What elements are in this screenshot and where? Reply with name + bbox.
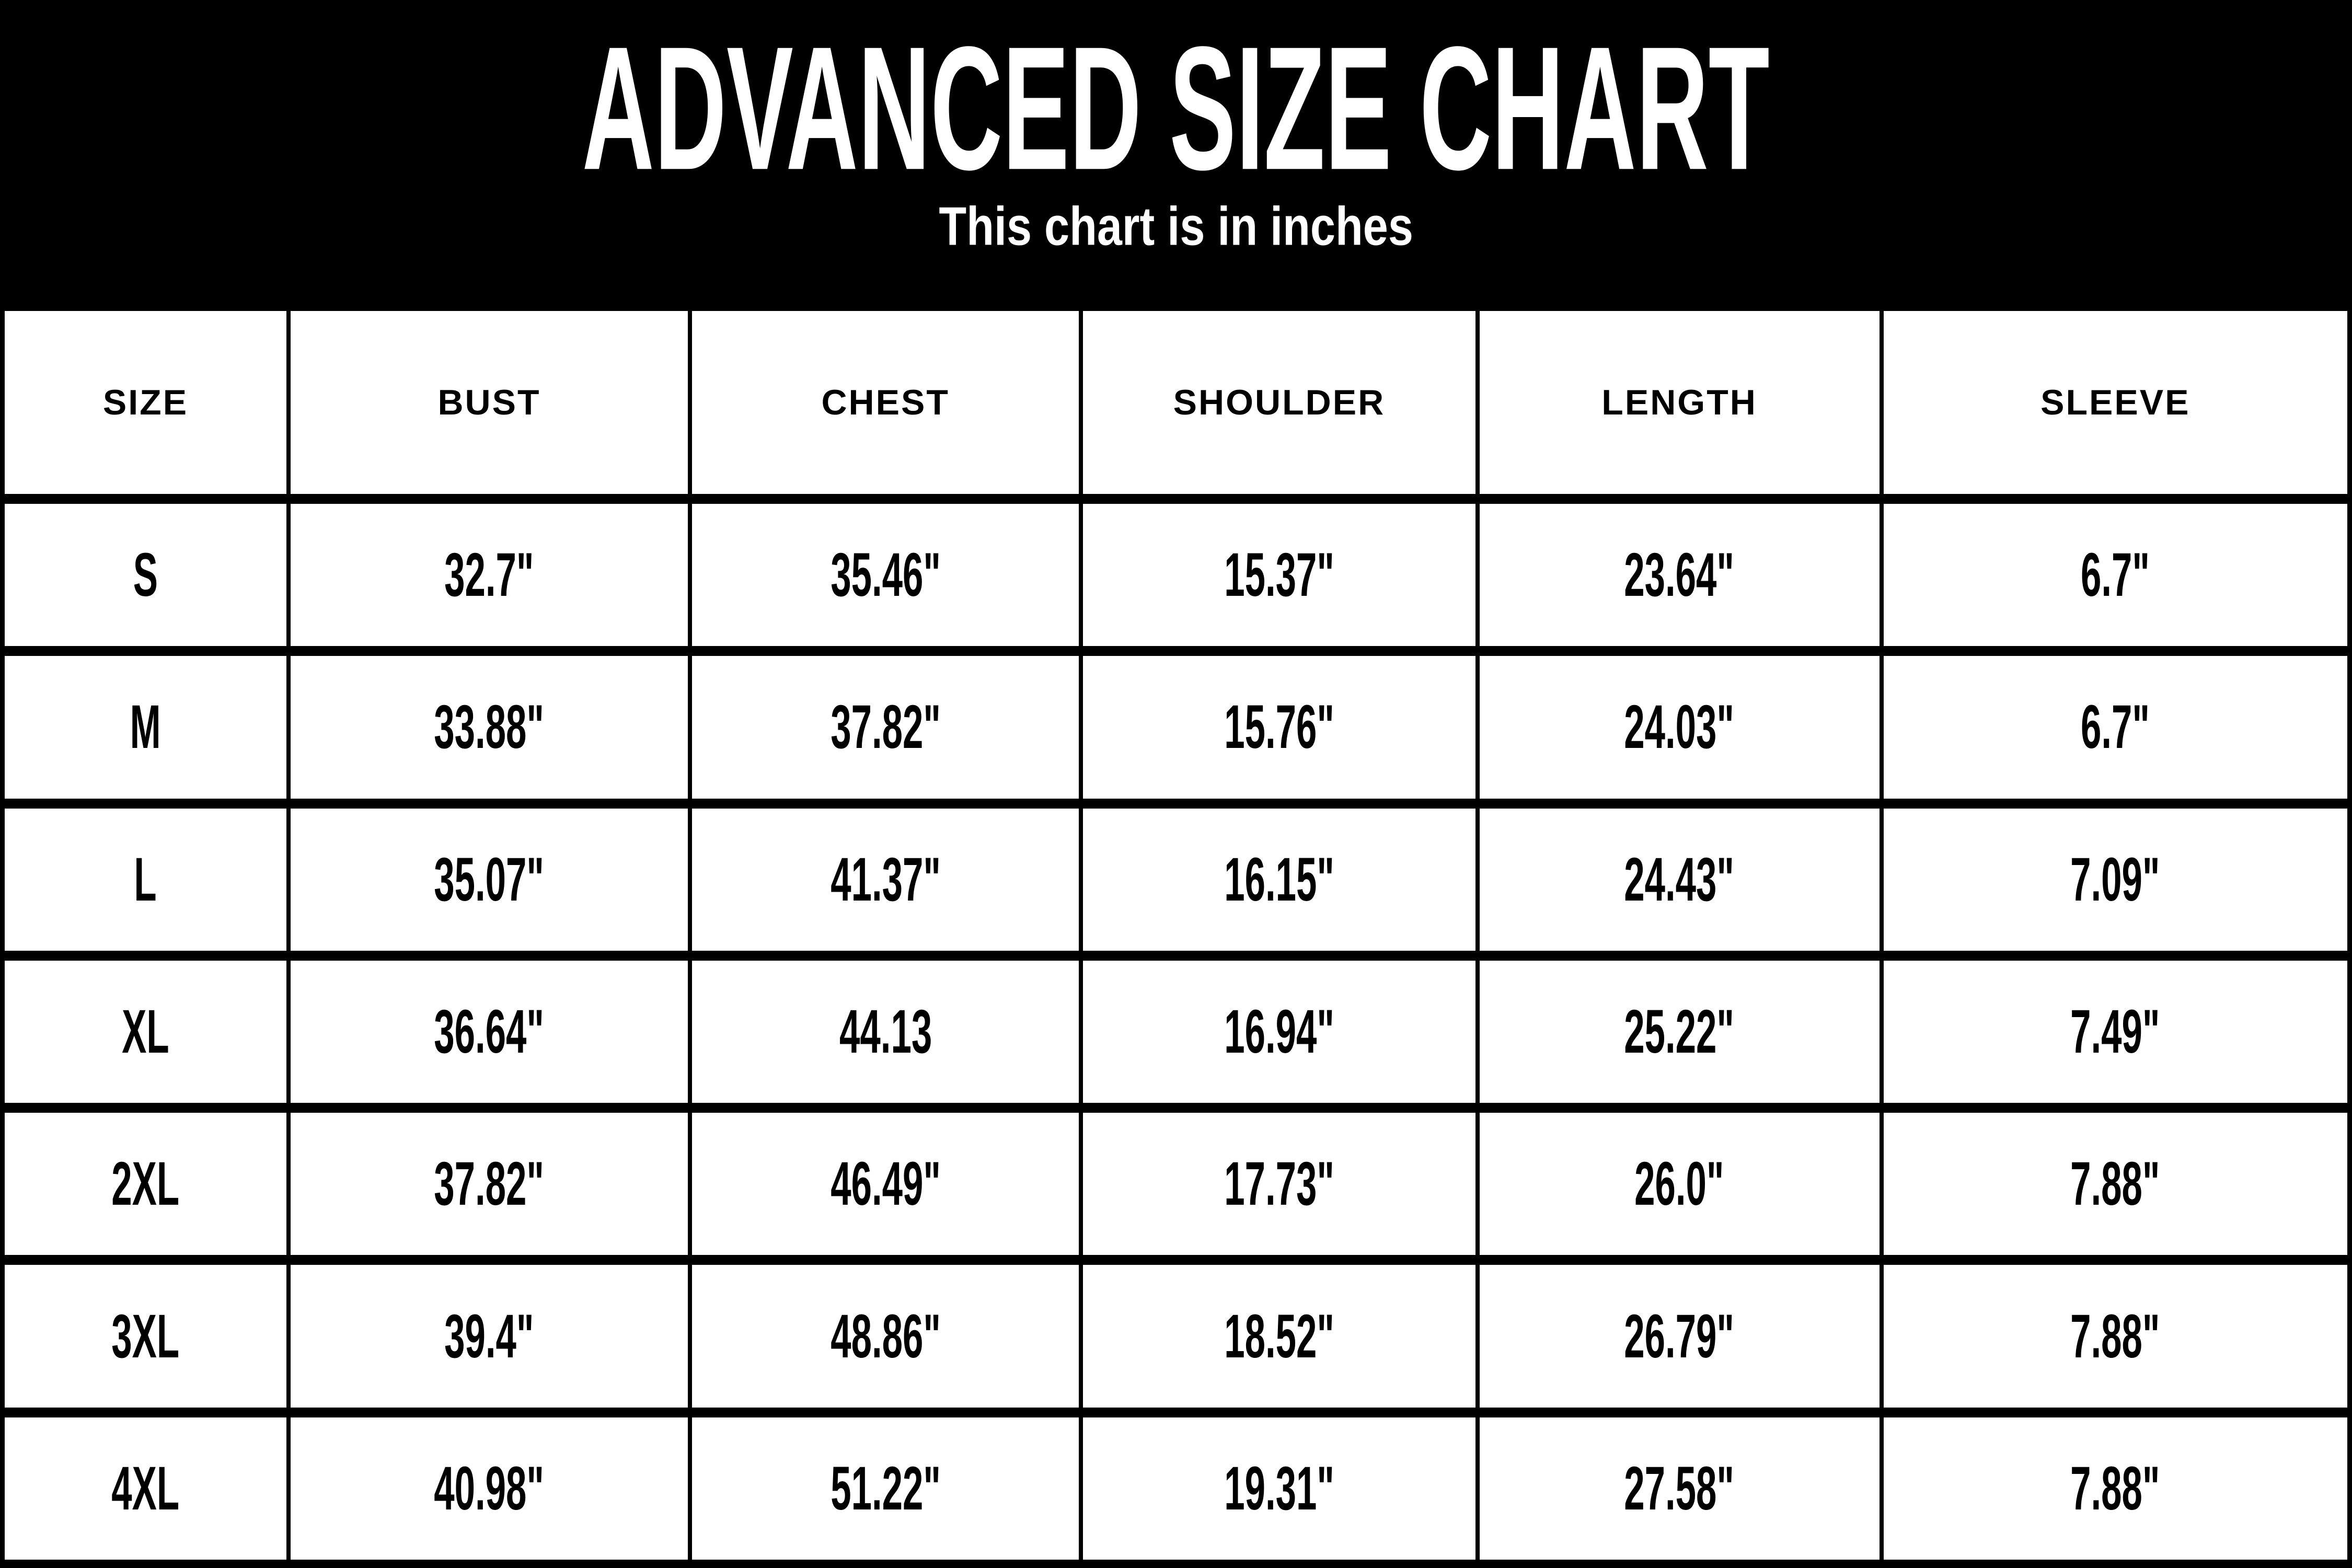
measurement-cell: 40.98" [290,1417,688,1560]
measurement-cell: 35.46" [692,504,1079,647]
measurement-cell: 15.37" [1083,504,1475,647]
measurement-cell: 35.07" [290,808,688,951]
measurement-cell: 19.31" [1083,1417,1475,1560]
measurement-cell: 39.4" [290,1265,688,1408]
measurement-cell: 44.13 [692,960,1079,1103]
size-label-cell: 3XL [5,1265,286,1408]
measurement-cell: 24.43" [1479,808,1880,951]
size-label-cell: 2XL [5,1113,286,1255]
measurement-cell: 7.88" [1883,1265,2347,1408]
chart-header: ADVANCED SIZE CHART This chart is in inc… [0,0,2352,311]
measurement-cell: 7.88" [1883,1113,2347,1255]
measurement-cell: 18.52" [1083,1265,1475,1408]
measurement-cell: 41.37" [692,808,1079,951]
column-header-sleeve: SLEEVE [1883,311,2347,494]
column-header-length: LENGTH [1479,311,1880,494]
size-label-cell: 4XL [5,1417,286,1560]
page-title-text: ADVANCED SIZE CHART [582,9,1770,206]
page-subtitle-text: This chart is in inches [939,196,1413,257]
page-title: ADVANCED SIZE CHART [152,9,2199,206]
measurement-cell: 24.03" [1479,656,1880,799]
column-header-bust: BUST [290,311,688,494]
size-label-cell: L [5,808,286,951]
measurement-cell: 26.79" [1479,1265,1880,1408]
size-label-cell: XL [5,960,286,1103]
size-label-cell: M [5,656,286,799]
column-header-chest: CHEST [692,311,1079,494]
size-table: SIZE BUST CHEST SHOULDER LENGTH SLEEVE S… [0,311,2352,1568]
measurement-cell: 33.88" [290,656,688,799]
measurement-cell: 27.58" [1479,1417,1880,1560]
measurement-cell: 16.94" [1083,960,1475,1103]
measurement-cell: 37.82" [692,656,1079,799]
measurement-cell: 16.15" [1083,808,1475,951]
measurement-cell: 7.49" [1883,960,2347,1103]
measurement-cell: 25.22" [1479,960,1880,1103]
measurement-cell: 26.0" [1479,1113,1880,1255]
page-subtitle: This chart is in inches [913,196,1439,257]
measurement-cell: 51.22" [692,1417,1079,1560]
size-label-cell: S [5,504,286,647]
measurement-cell: 37.82" [290,1113,688,1255]
measurement-cell: 48.86" [692,1265,1079,1408]
measurement-cell: 46.49" [692,1113,1079,1255]
measurement-cell: 23.64" [1479,504,1880,647]
measurement-cell: 7.88" [1883,1417,2347,1560]
column-header-size: SIZE [5,311,286,494]
measurement-cell: 17.73" [1083,1113,1475,1255]
measurement-cell: 15.76" [1083,656,1475,799]
measurement-cell: 6.7" [1883,656,2347,799]
measurement-cell: 7.09" [1883,808,2347,951]
measurement-cell: 36.64" [290,960,688,1103]
column-header-shoulder: SHOULDER [1083,311,1475,494]
measurement-cell: 6.7" [1883,504,2347,647]
measurement-cell: 32.7" [290,504,688,647]
